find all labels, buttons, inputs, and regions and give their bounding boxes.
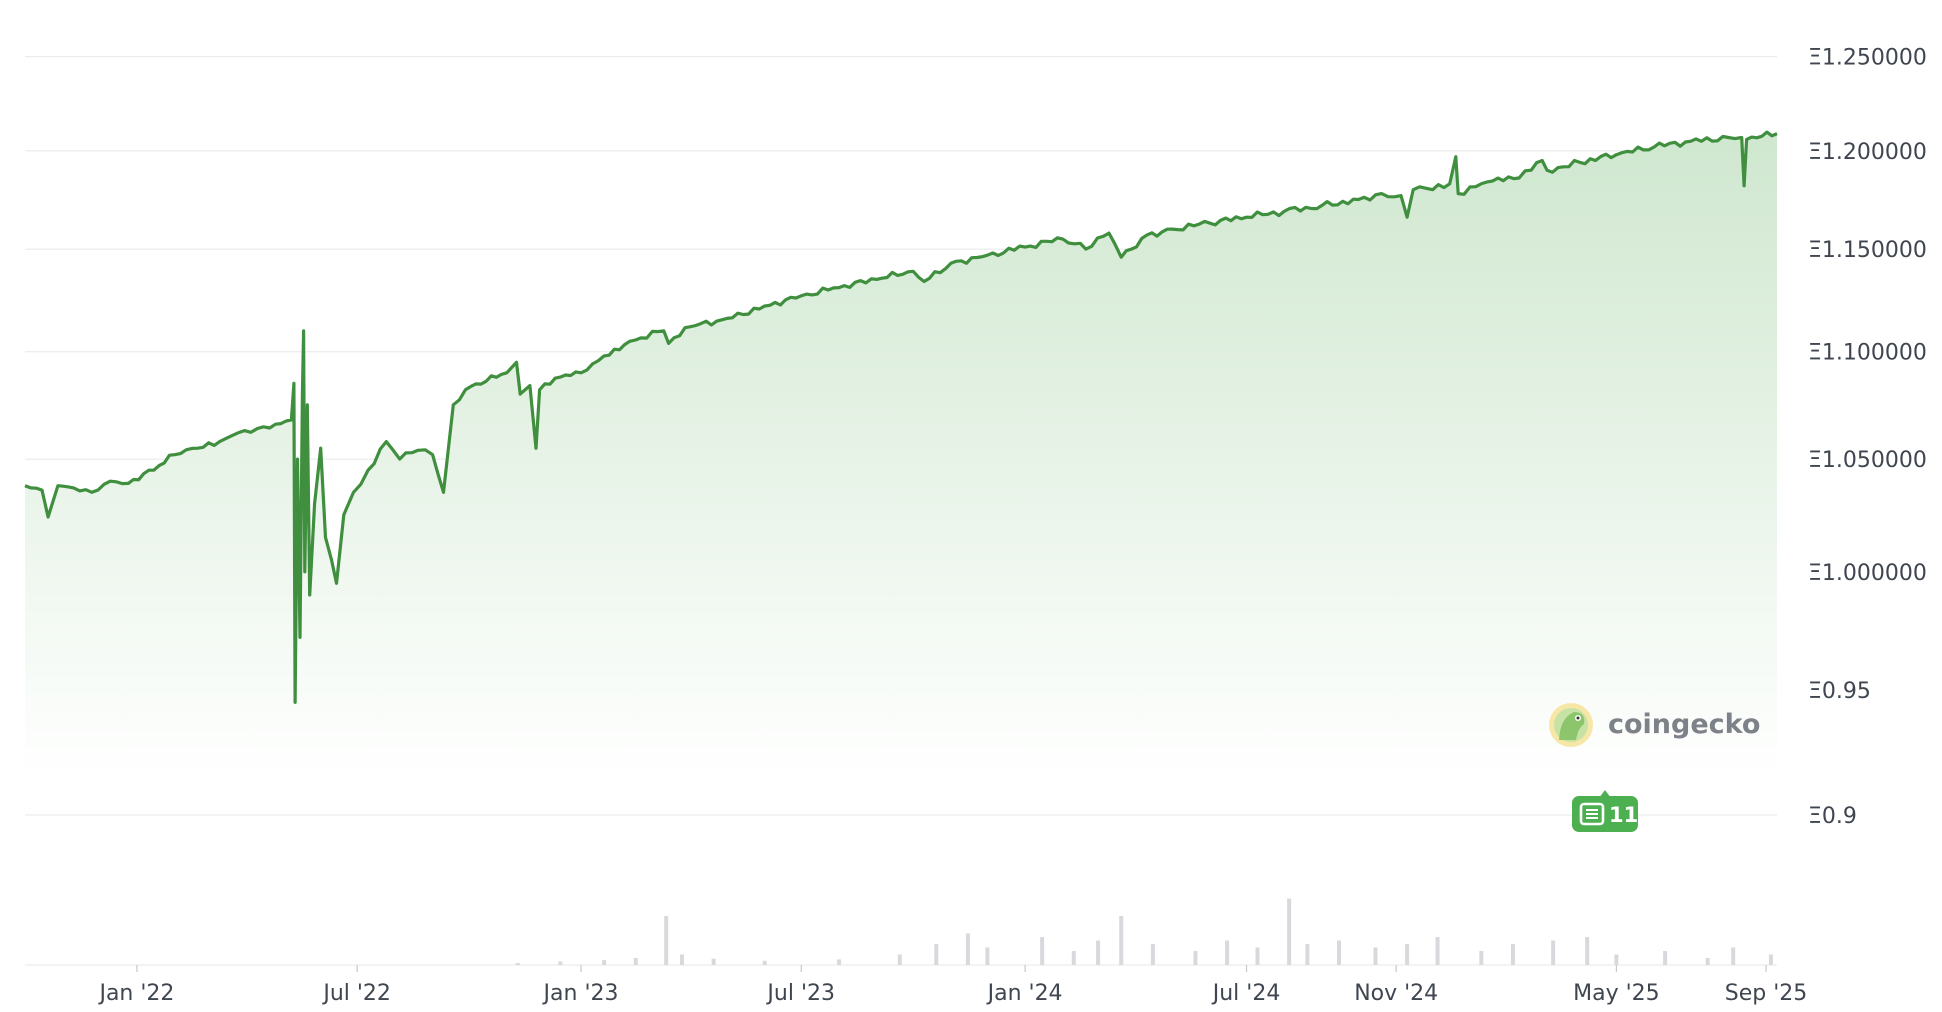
x-tick-label: Jan '24	[986, 981, 1063, 1006]
x-tick-label: Nov '24	[1354, 981, 1438, 1006]
volume-bar	[711, 958, 716, 965]
y-tick-label: Ξ1.150000	[1808, 238, 1927, 263]
volume-bar	[965, 933, 970, 965]
x-tick-label: Jul '24	[1211, 981, 1281, 1006]
x-tick-label: Jan '23	[542, 981, 619, 1006]
volume-bar	[1731, 947, 1736, 965]
volume-bar	[897, 954, 902, 965]
volume-bar	[1705, 958, 1710, 965]
x-tick-label: Jul '22	[321, 981, 391, 1006]
volume-bar	[1040, 937, 1045, 965]
volume-bar	[602, 960, 607, 965]
volume-bar	[985, 947, 990, 965]
newspaper-icon	[1579, 802, 1605, 826]
volume-bar	[1119, 916, 1124, 965]
volume-bar	[515, 963, 520, 965]
price-line[interactable]	[24, 130, 1778, 704]
volume-bar	[1435, 937, 1440, 965]
volume-bar	[1373, 947, 1378, 965]
price-area-fill	[25, 132, 1777, 781]
volume-bar	[1305, 944, 1310, 965]
volume-bar	[1071, 951, 1076, 965]
volume-bar	[664, 916, 669, 965]
volume-bar	[1663, 951, 1668, 965]
news-count: 11	[1609, 803, 1638, 827]
coingecko-watermark: coingecko	[1549, 703, 1760, 747]
y-tick-label: Ξ1.000000	[1808, 561, 1927, 586]
volume-bar	[1287, 898, 1292, 965]
x-tick-label: Jul '23	[765, 981, 835, 1006]
volume-bar	[1510, 944, 1515, 965]
x-tick-label: May '25	[1573, 981, 1660, 1006]
volume-bar	[1096, 940, 1101, 965]
volume-bar	[1193, 951, 1198, 965]
y-tick-label: Ξ1.100000	[1808, 341, 1927, 366]
x-tick-label: Sep '25	[1725, 981, 1808, 1006]
volume-bar	[1405, 944, 1410, 965]
volume-bar	[1225, 940, 1230, 965]
volume-bar	[1150, 944, 1155, 965]
volume-bars	[515, 898, 1773, 965]
volume-bar	[1551, 940, 1556, 965]
volume-bar	[1337, 940, 1341, 965]
volume-bar	[1255, 947, 1260, 965]
y-tick-label: Ξ0.95	[1808, 679, 1871, 704]
brand-name: coingecko	[1608, 709, 1760, 740]
volume-bar	[1768, 954, 1773, 965]
x-axis: Jan '22 Jul '22 Jan '23 Jul '23 Jan '24 Jul '…	[97, 965, 1807, 1006]
volume-bar	[836, 959, 841, 965]
volume-bar	[1614, 954, 1619, 965]
y-tick-label: Ξ1.250000	[1808, 46, 1927, 71]
volume-bar	[762, 960, 767, 965]
volume-bar	[1585, 937, 1590, 965]
y-tick-label: Ξ0.9	[1808, 804, 1857, 829]
x-tick-label: Jan '22	[97, 981, 174, 1006]
news-badge[interactable]: 11	[1572, 790, 1638, 832]
volume-bar	[633, 958, 638, 965]
y-axis: Ξ1.250000 Ξ1.200000 Ξ1.150000 Ξ1.100000 Ξ1.0…	[1808, 46, 1927, 829]
volume-bar	[934, 944, 939, 965]
volume-bar	[1479, 951, 1484, 965]
y-tick-label: Ξ1.050000	[1808, 448, 1927, 473]
volume-bar	[558, 961, 563, 965]
y-tick-label: Ξ1.200000	[1808, 140, 1927, 165]
volume-bar	[680, 954, 684, 965]
gecko-icon	[1549, 703, 1593, 747]
